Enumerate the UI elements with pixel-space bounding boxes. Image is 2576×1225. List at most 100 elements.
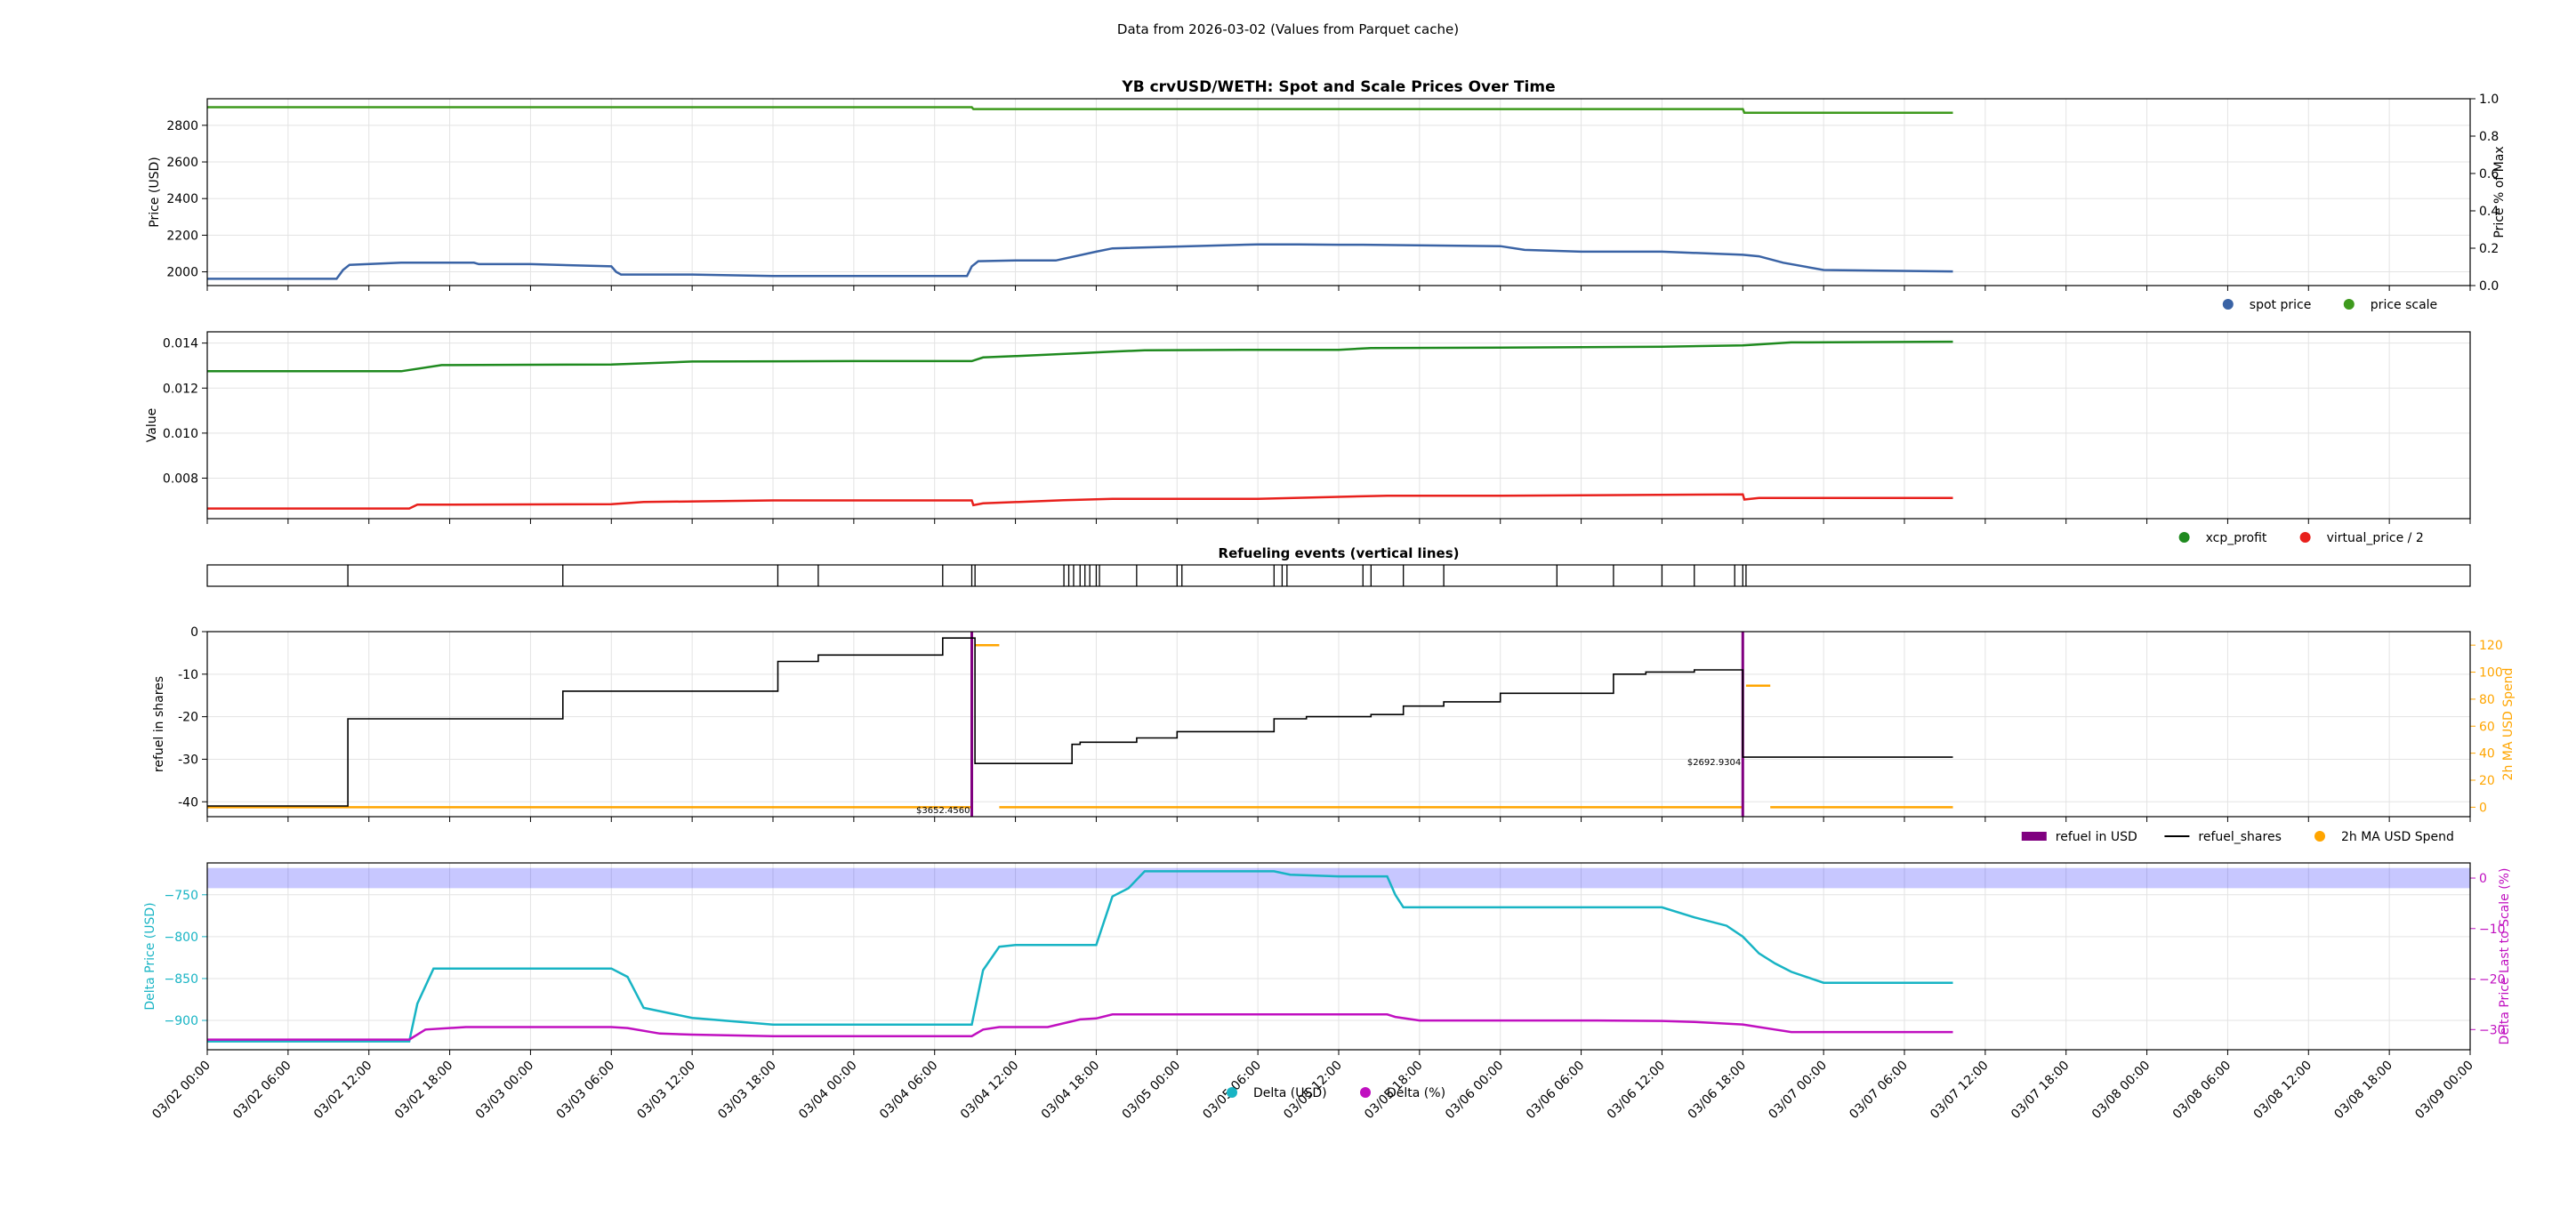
p5-frame — [206, 862, 2471, 1051]
p4-legend-marker — [2314, 831, 2325, 842]
p2-ylabel: Value — [145, 408, 159, 442]
p4-legend-label: refuel_shares — [2198, 830, 2281, 844]
p5-legend-label: Delta (USD) — [1253, 1086, 1327, 1100]
x-tick-label: 03/06 00:00 — [1443, 1059, 1507, 1123]
x-tick-label: 03/05 00:00 — [1120, 1059, 1184, 1123]
p1-legend-label: spot price — [2250, 298, 2312, 312]
p2-legend-marker — [2299, 532, 2311, 543]
p4-legend-label: 2h MA USD Spend — [2341, 830, 2454, 844]
p2-ytick-label: 0.010 — [163, 427, 198, 441]
x-tick-label: 03/08 12:00 — [2251, 1059, 2315, 1123]
x-tick-label: 03/07 00:00 — [1766, 1059, 1830, 1123]
p1-ytick-label: 2200 — [166, 229, 198, 243]
p4-ytick-label-right: 0 — [2479, 801, 2487, 815]
spot-price-line — [207, 243, 1953, 280]
xcp-profit-line — [207, 340, 1953, 373]
delta-pct-line — [207, 1013, 1953, 1041]
p2-ytick-label: 0.012 — [163, 382, 198, 396]
p2-ytick-label: 0.014 — [163, 337, 198, 351]
x-tick-label: 03/03 00:00 — [473, 1059, 537, 1123]
p4-ytick-label: -10 — [178, 668, 198, 682]
x-tick-label: 03/03 06:00 — [554, 1059, 618, 1123]
x-tick-label: 03/06 06:00 — [1524, 1059, 1588, 1123]
p4-ytick-label: -30 — [178, 753, 198, 767]
p1-ytick-label-right: 0.8 — [2479, 130, 2499, 144]
p5-ytick-label-right: −30 — [2479, 1023, 2506, 1037]
refuel-usd-label: $2692.9304 — [1687, 758, 1741, 768]
p4-ylabel-right: 2h MA USD Spend — [2501, 668, 2516, 781]
p5-ytick-label: −750 — [165, 889, 198, 903]
p5-ytick-label-right: 0 — [2479, 872, 2487, 886]
virtual-price-line — [207, 493, 1953, 510]
x-tick-label: 03/06 18:00 — [1686, 1059, 1750, 1123]
p5-ylabel-right: Delta Price Last to Scale (%) — [2498, 868, 2512, 1045]
x-tick-label: 03/04 06:00 — [877, 1059, 941, 1123]
p1-ytick-label-right: 0.6 — [2479, 167, 2499, 181]
p4-ytick-label-right: 100 — [2479, 666, 2503, 681]
x-tick-label: 03/04 12:00 — [958, 1059, 1022, 1123]
p5-ytick-label-right: −10 — [2479, 923, 2506, 937]
x-tick-label: 03/06 12:00 — [1605, 1059, 1669, 1123]
p5-ytick-label: −900 — [165, 1014, 198, 1028]
chart-layer: 200022002400260028000.00.20.40.60.81.0YB… — [143, 78, 2516, 1122]
p1-ytick-label-right: 0.4 — [2479, 205, 2499, 219]
refuel-usd-label: $3652.4560 — [916, 806, 970, 816]
p5-zero-band — [207, 867, 2470, 889]
p5-legend-marker — [1360, 1087, 1371, 1098]
p4-ytick-label-right: 120 — [2479, 639, 2503, 653]
p4-ytick-label: -20 — [178, 711, 198, 725]
x-tick-label: 03/08 06:00 — [2170, 1059, 2234, 1123]
p1-legend-label: price scale — [2371, 298, 2437, 312]
p4-ytick-label: 0 — [190, 625, 198, 640]
p5-ytick-label: −850 — [165, 972, 198, 987]
p2-ytick-label: 0.008 — [163, 471, 198, 486]
suptitle: Data from 2026-03-02 (Values from Parque… — [1117, 21, 1459, 37]
x-tick-label: 03/04 00:00 — [796, 1059, 860, 1123]
x-tick-label: 03/02 00:00 — [149, 1059, 213, 1123]
delta-usd-line — [207, 870, 1953, 1043]
p1-ytick-label-right: 0.0 — [2479, 279, 2499, 294]
p4-frame — [206, 631, 2471, 818]
p4-ylabel: refuel in shares — [152, 676, 166, 772]
p1-ytick-label-right: 1.0 — [2479, 93, 2499, 107]
x-tick-label: 03/07 06:00 — [1847, 1059, 1911, 1123]
p2-legend-marker — [2178, 532, 2190, 543]
p3-frame — [206, 564, 2471, 587]
p4-legend-label: refuel in USD — [2056, 830, 2137, 844]
x-tick-label: 03/02 12:00 — [311, 1059, 375, 1123]
p5-legend-label: Delta (%) — [1387, 1086, 1445, 1100]
x-tick-label: 03/02 18:00 — [392, 1059, 456, 1123]
x-tick-label: 03/08 18:00 — [2331, 1059, 2395, 1123]
p1-ytick-label: 2600 — [166, 156, 198, 170]
refuel-shares-line — [207, 637, 1953, 807]
x-tick-label: 03/07 18:00 — [2008, 1059, 2073, 1123]
x-tick-label: 03/04 18:00 — [1039, 1059, 1103, 1123]
p4-ytick-label: -40 — [178, 795, 198, 810]
x-tick-label: 03/08 00:00 — [2089, 1059, 2153, 1123]
p1-ytick-label: 2400 — [166, 192, 198, 206]
p5-legend-marker — [1227, 1087, 1237, 1098]
p1-ytick-label-right: 0.2 — [2479, 242, 2499, 256]
p1-legend-marker — [2343, 299, 2355, 310]
p2-legend-label: virtual_price / 2 — [2327, 531, 2424, 545]
x-tick-label: 03/07 12:00 — [1928, 1059, 1992, 1123]
p4-ytick-label-right: 80 — [2479, 693, 2495, 707]
x-tick-label: 03/09 00:00 — [2412, 1059, 2476, 1123]
p2-legend-label: xcp_profit — [2206, 531, 2267, 545]
price-scale-line — [207, 106, 1953, 115]
p1-title: YB crvUSD/WETH: Spot and Scale Prices Ov… — [1121, 78, 1555, 96]
p4-ytick-label-right: 20 — [2479, 774, 2495, 788]
p1-ytick-label: 2800 — [166, 119, 198, 133]
x-tick-label: 03/02 06:00 — [230, 1059, 294, 1123]
p1-ylabel: Price (USD) — [148, 157, 162, 227]
p4-legend-marker — [2021, 832, 2047, 841]
x-tick-label: 03/03 18:00 — [715, 1059, 779, 1123]
p3-title: Refueling events (vertical lines) — [1219, 545, 1460, 561]
p1-ytick-label: 2000 — [166, 266, 198, 280]
p1-frame — [206, 98, 2471, 286]
p4-ytick-label-right: 60 — [2479, 720, 2495, 734]
p5-ytick-label: −800 — [165, 931, 198, 945]
p5-ylabel: Delta Price (USD) — [143, 902, 157, 1010]
x-tick-label: 03/03 12:00 — [634, 1059, 698, 1123]
